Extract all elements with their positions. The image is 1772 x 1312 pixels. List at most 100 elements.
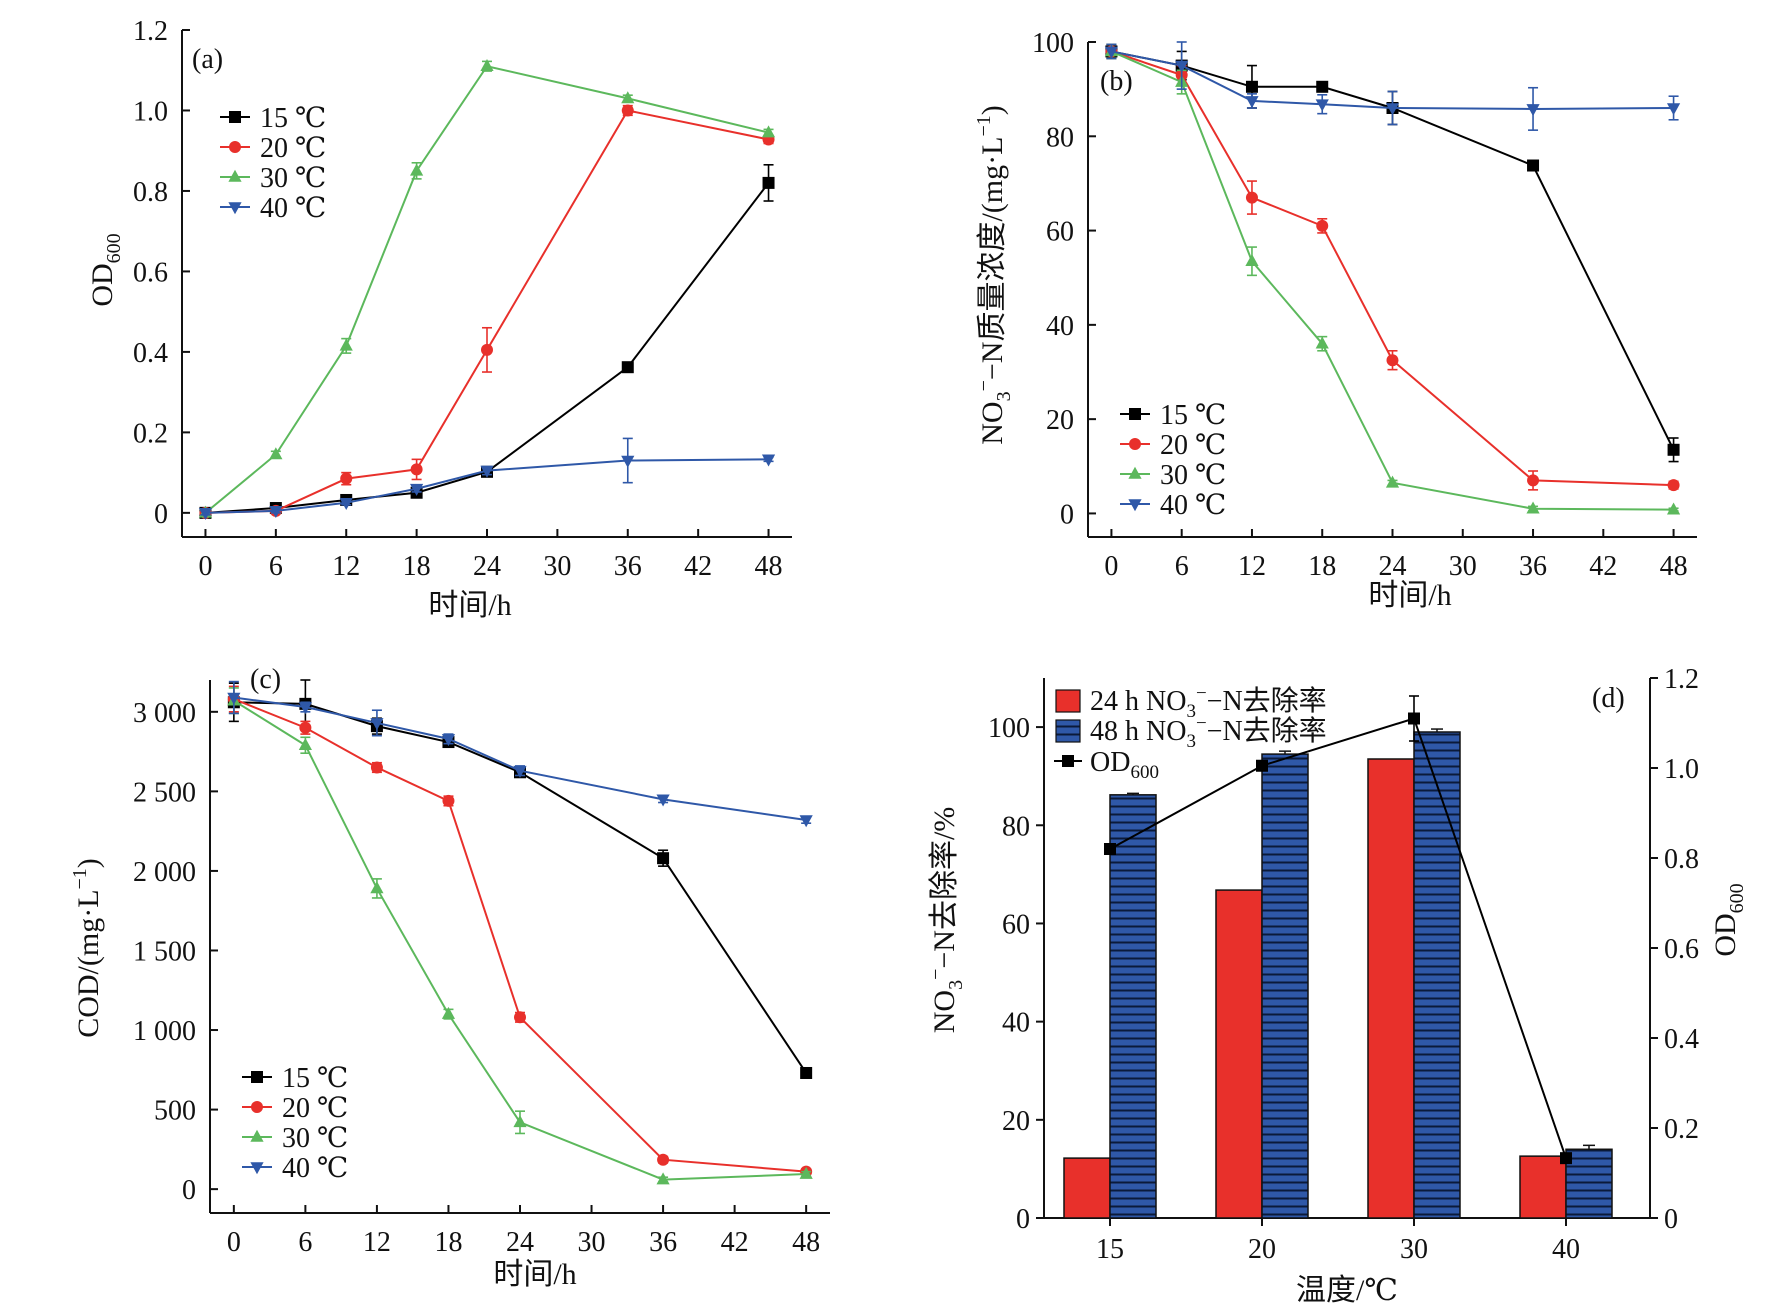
y-tick-label: 40 (1046, 311, 1074, 342)
y-tick-label: 1.2 (133, 16, 168, 47)
data-point (370, 881, 384, 894)
data-point (1245, 191, 1258, 204)
x-tick-label: 48 (1660, 551, 1688, 582)
y-tick-label: 80 (1046, 122, 1074, 153)
data-point (799, 1166, 813, 1179)
legend-marker (251, 1071, 263, 1083)
data-point (1245, 254, 1259, 267)
data-point (1666, 502, 1681, 515)
data-point (1316, 219, 1329, 232)
y-tick-label: 100 (1032, 28, 1074, 59)
data-point (299, 721, 312, 734)
x-tick-label: 36 (614, 551, 642, 582)
x-tick-label: 6 (1175, 551, 1189, 582)
x-category-label: 40 (1552, 1234, 1580, 1265)
data-point (761, 125, 776, 138)
data-point (657, 852, 670, 865)
legend-marker (251, 1101, 263, 1113)
y-tick-label: 1 000 (133, 1016, 196, 1047)
y-tick-label: 0.6 (133, 257, 168, 288)
x-tick-label: 18 (1308, 551, 1336, 582)
data-point (298, 702, 312, 715)
x-tick-label: 24 (473, 551, 501, 582)
y-tick-label: 0 (154, 499, 168, 530)
panel-label-c: (c) (250, 664, 281, 695)
legend-label-part: −N去除率 (1207, 715, 1327, 747)
panel-label-b: (b) (1100, 66, 1133, 97)
data-point (1386, 354, 1399, 367)
od-line (1109, 717, 1567, 1159)
data-point (370, 761, 383, 774)
legend-label: 40 ℃ (1160, 490, 1226, 521)
data-point (656, 794, 670, 807)
data-point (1527, 474, 1540, 487)
data-point (339, 338, 353, 351)
legend-label: 15 ℃ (260, 103, 326, 134)
x-tick-label: 6 (269, 551, 283, 582)
x-tick-label: 24 (506, 1227, 534, 1258)
legend-label: 30 ℃ (282, 1123, 348, 1154)
x-tick-label: 30 (543, 551, 571, 582)
bar (1519, 1155, 1567, 1219)
x-tick-label: 42 (721, 1227, 749, 1258)
y2-tick-label: 0 (1664, 1204, 1678, 1235)
data-point (269, 506, 283, 519)
legend-marker (1128, 499, 1142, 512)
data-point (799, 815, 813, 828)
legend-label: 30 ℃ (260, 163, 326, 194)
y-tick-label: 20 (1002, 1106, 1030, 1137)
legend-marker (229, 111, 241, 123)
series-line (233, 696, 807, 822)
y-axis-title-b: NO3−−N质量浓度/(mg·L−1) (973, 105, 1015, 444)
x-category-label: 20 (1248, 1234, 1276, 1265)
data-point (1527, 159, 1540, 172)
legend-swatch (1055, 689, 1081, 713)
y-tick-label: 20 (1046, 405, 1074, 436)
legend-label: 48 h NO3−−N去除率 (1090, 713, 1327, 752)
x-tick-label: 48 (792, 1227, 820, 1258)
y-axis-title-left-d: NO3−−N去除率/% (925, 807, 967, 1034)
data-point (513, 1115, 527, 1128)
y2-tick-label: 0.8 (1664, 844, 1699, 875)
data-point (1385, 103, 1400, 116)
data-point (441, 734, 456, 747)
x-category-label: 15 (1096, 1234, 1124, 1265)
legend-marker (228, 169, 242, 182)
data-point (480, 465, 494, 478)
legend-label-part: OD (1090, 747, 1130, 778)
y-tick-label: 60 (1046, 217, 1074, 248)
y-tick-label: 1.0 (133, 96, 168, 127)
y-axis-title-right-d: OD600 (1709, 883, 1748, 956)
bar (1109, 794, 1157, 1219)
data-point (656, 1172, 670, 1185)
legend-label: 24 h NO3−−N去除率 (1090, 683, 1327, 722)
y-tick-label: 0 (1060, 499, 1074, 530)
data-point (340, 472, 353, 485)
data-point (621, 361, 634, 374)
y-tick-label: 1 500 (133, 936, 196, 967)
y-tick-label: 0.2 (133, 418, 168, 449)
data-point (441, 1006, 456, 1019)
y2-tick-label: 1.2 (1664, 664, 1699, 695)
y-tick-label: 0.4 (133, 338, 168, 369)
data-point (370, 718, 384, 731)
y-tick-label: 100 (988, 713, 1030, 744)
data-point (339, 497, 353, 510)
x-tick-label: 36 (1519, 551, 1547, 582)
y-tick-label: 40 (1002, 1008, 1030, 1039)
legend-label-part: − (1196, 713, 1207, 734)
x-tick-label: 36 (649, 1227, 677, 1258)
data-point (1245, 96, 1259, 109)
x-axis-title-c: 时间/h (493, 1258, 576, 1291)
legend-marker (229, 141, 241, 153)
data-point (1104, 46, 1119, 59)
y2-tick-label: 0.4 (1664, 1024, 1699, 1055)
y-tick-label: 3 000 (133, 698, 196, 729)
x-axis-title-b: 时间/h (1368, 579, 1451, 612)
data-point (410, 483, 424, 496)
x-axis-title-a: 时间/h (428, 589, 511, 622)
x-tick-label: 48 (755, 551, 783, 582)
panel-label-a: (a) (192, 44, 223, 75)
bar (1261, 753, 1309, 1219)
legend-swatch (1055, 719, 1081, 743)
